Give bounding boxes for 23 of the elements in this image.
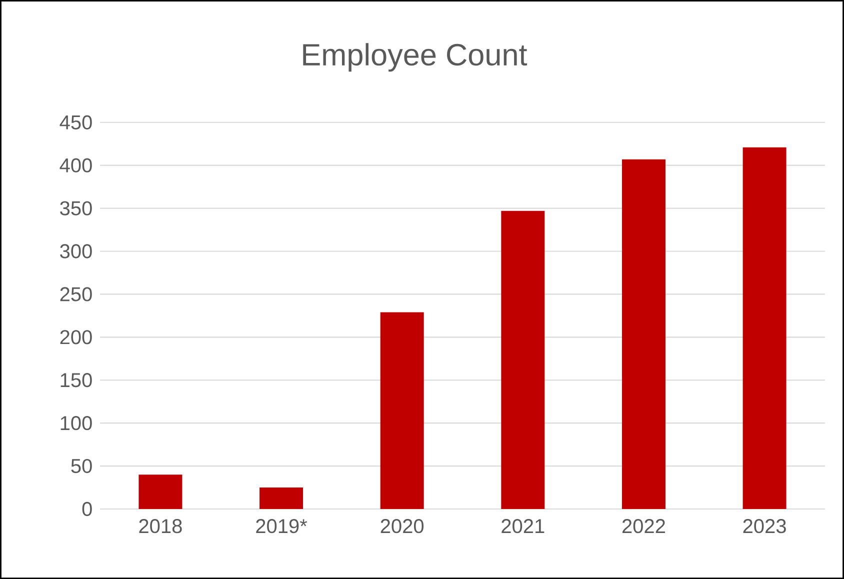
bar <box>742 147 786 509</box>
y-tick-label: 300 <box>60 244 92 258</box>
x-tick-label: 2019* <box>256 519 308 534</box>
y-tick-label: 100 <box>60 416 92 430</box>
y-tick-label: 400 <box>60 158 92 172</box>
x-tick-label: 2020 <box>380 519 424 534</box>
y-tick-label: 200 <box>60 330 92 344</box>
y-tick-label: 50 <box>71 458 92 474</box>
x-tick-label: 2021 <box>502 519 544 534</box>
y-tick-label: 450 <box>60 115 92 130</box>
bar <box>380 312 424 509</box>
y-tick-label: 250 <box>60 287 92 302</box>
bar <box>138 474 182 509</box>
bar <box>260 487 304 509</box>
chart-title: Employee Count <box>303 43 528 72</box>
y-tick-label: 150 <box>60 373 92 388</box>
x-tick-label: 2023 <box>743 519 786 534</box>
x-tick-label: 2022 <box>622 519 665 534</box>
y-tick-label: 350 <box>60 201 92 216</box>
bar <box>622 159 666 509</box>
y-tick-label: 0 <box>82 502 92 516</box>
bar <box>501 210 545 509</box>
x-tick-label: 2018 <box>139 519 182 534</box>
